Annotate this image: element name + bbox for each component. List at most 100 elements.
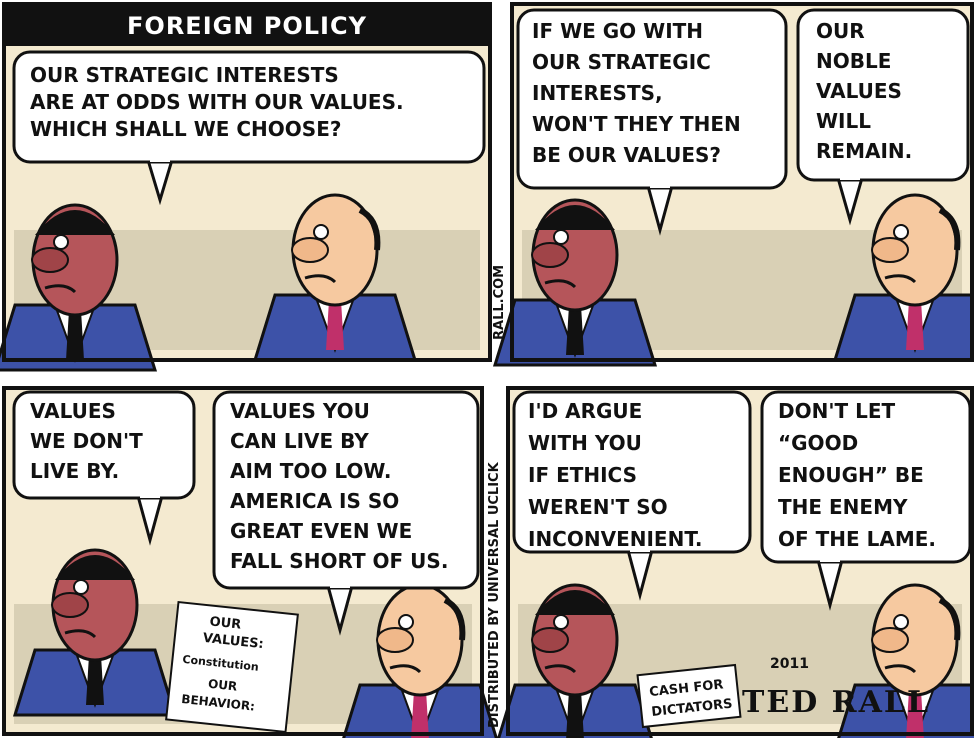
eye bbox=[398, 614, 414, 630]
bubble-tail-join bbox=[820, 556, 840, 562]
bubble-text: I'D ARGUE bbox=[528, 399, 642, 423]
eye bbox=[73, 579, 89, 595]
tie bbox=[906, 690, 924, 738]
bubble-tail-join bbox=[140, 492, 160, 498]
credit: RALL.COM bbox=[492, 265, 507, 340]
mouth bbox=[884, 664, 917, 674]
panel: I'D ARGUE WITH YOU IF ETHICS WEREN'T SO INCO… bbox=[497, 386, 974, 738]
nose bbox=[531, 627, 569, 653]
panel-frame bbox=[506, 386, 974, 736]
signature: TED RALL bbox=[742, 685, 930, 720]
bubble-text: DON'T LET bbox=[778, 399, 895, 423]
nose bbox=[291, 237, 329, 263]
bubble-text: AMERICA IS SO bbox=[230, 489, 399, 513]
bubble-text: BE OUR VALUES? bbox=[532, 143, 721, 167]
eye bbox=[553, 614, 569, 630]
hair bbox=[938, 207, 961, 251]
nose bbox=[531, 242, 569, 268]
bubble-text: OUR bbox=[816, 19, 865, 43]
panel: VALUES WE DON'T LIVE BY. VALUES YOU CAN LIVE… bbox=[2, 386, 498, 738]
eye bbox=[53, 234, 69, 250]
eye bbox=[893, 614, 909, 630]
credit: DISTRIBUTED BY UNIVERSAL UCLICK bbox=[487, 461, 502, 728]
bubble-text: WEREN'T SO bbox=[528, 495, 668, 519]
nose bbox=[31, 247, 69, 273]
panel: IF WE GO WITH OUR STRATEGIC INTERESTS, WON'… bbox=[492, 2, 974, 367]
mouth bbox=[44, 284, 77, 294]
tie bbox=[906, 300, 924, 350]
bubble-text: FALL SHORT OF US. bbox=[230, 549, 448, 573]
tie bbox=[86, 655, 104, 705]
sign bbox=[636, 663, 742, 729]
bubble-text: WHICH SHALL WE CHOOSE? bbox=[30, 117, 341, 141]
hair bbox=[358, 207, 381, 251]
nose bbox=[871, 237, 909, 263]
tie bbox=[566, 690, 584, 738]
bubble-text: VALUES bbox=[816, 79, 902, 103]
bubble-text: OUR STRATEGIC INTERESTS bbox=[30, 63, 339, 87]
bubble-tail bbox=[836, 177, 864, 226]
mouth bbox=[544, 279, 577, 289]
hair bbox=[35, 210, 115, 235]
mouth bbox=[884, 274, 917, 284]
hair bbox=[55, 555, 135, 580]
hair bbox=[535, 590, 615, 615]
bubble-text: OUR STRATEGIC bbox=[532, 50, 711, 74]
bubble-tail bbox=[136, 495, 164, 546]
bubble-text: VALUES YOU bbox=[230, 399, 370, 423]
bubble-text: REMAIN. bbox=[816, 139, 912, 163]
signature-year: 2011 bbox=[770, 656, 809, 672]
bubble-tail bbox=[646, 185, 674, 236]
hair bbox=[443, 597, 466, 641]
panel-frame bbox=[2, 386, 484, 736]
prop-text: OUR bbox=[207, 677, 237, 694]
bubble-text: IF ETHICS bbox=[528, 463, 637, 487]
nose bbox=[871, 627, 909, 653]
bubble-text: ENOUGH” BE bbox=[778, 463, 924, 487]
bubble-text: CAN LIVE BY bbox=[230, 429, 369, 453]
paper bbox=[165, 600, 299, 734]
bubble-text: “GOOD bbox=[778, 431, 858, 455]
prop-text: OUR bbox=[209, 614, 242, 632]
speech-bubble bbox=[12, 50, 486, 164]
hair bbox=[938, 597, 961, 641]
mouth bbox=[304, 274, 337, 284]
bubble-text: WITH YOU bbox=[528, 431, 642, 455]
mouth bbox=[544, 664, 577, 674]
nose bbox=[51, 592, 89, 618]
panel: FOREIGN POLICY OUR STRATEGIC INTERESTS ARE… bbox=[0, 2, 492, 372]
nose bbox=[376, 627, 414, 653]
bubble-text: LIVE BY. bbox=[30, 459, 119, 483]
bubble-text: INCONVENIENT. bbox=[528, 527, 703, 551]
eye bbox=[313, 224, 329, 240]
bubble-tail-join bbox=[150, 156, 170, 162]
speech-bubble bbox=[796, 8, 970, 182]
speech-bubble bbox=[12, 390, 196, 500]
tie bbox=[326, 300, 344, 350]
tie bbox=[411, 690, 429, 738]
panel-header: FOREIGN POLICY bbox=[127, 12, 367, 40]
bubble-text: WON'T THEY THEN bbox=[532, 112, 741, 136]
bubble-tail bbox=[816, 559, 844, 611]
tie bbox=[66, 310, 84, 360]
bubble-tail bbox=[626, 549, 654, 601]
bubble-text: NOBLE bbox=[816, 49, 891, 73]
prop-text: VALUES: bbox=[202, 631, 264, 652]
bubble-tail-join bbox=[630, 546, 650, 552]
bubble-text: ARE AT ODDS WITH OUR VALUES. bbox=[30, 90, 404, 114]
bubble-text: WILL bbox=[816, 109, 871, 133]
tie bbox=[566, 305, 584, 355]
hair bbox=[535, 205, 615, 230]
bubble-tail bbox=[146, 159, 174, 206]
bubble-text: OF THE LAME. bbox=[778, 527, 936, 551]
mouth bbox=[64, 629, 97, 639]
bubble-tail bbox=[326, 585, 354, 636]
bubble-text: VALUES bbox=[30, 399, 116, 423]
bubble-text: IF WE GO WITH bbox=[532, 19, 703, 43]
eye bbox=[893, 224, 909, 240]
mouth bbox=[389, 664, 422, 674]
panel-frame bbox=[2, 2, 492, 362]
bubble-tail-join bbox=[330, 582, 350, 588]
bubble-text: THE ENEMY bbox=[778, 495, 908, 519]
